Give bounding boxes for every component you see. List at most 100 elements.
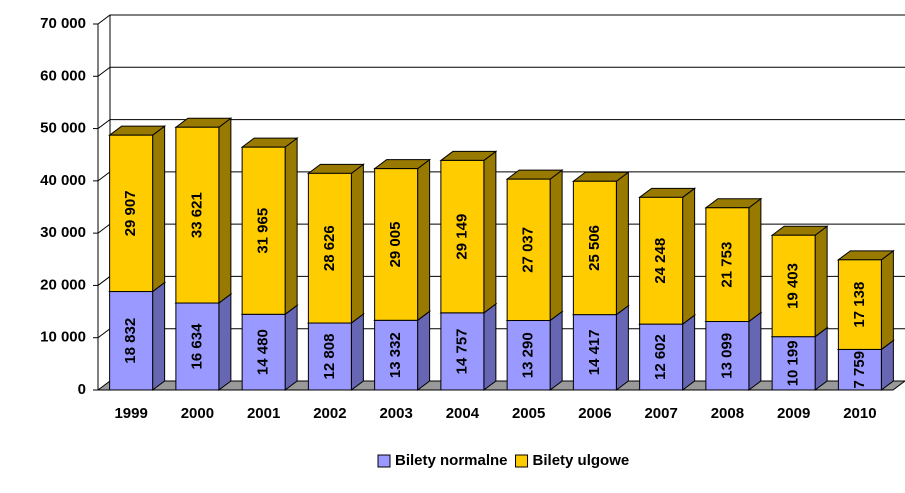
bar-side bbox=[615, 171, 629, 316]
bar-side bbox=[814, 326, 828, 391]
y-tick-label: 0 bbox=[78, 381, 86, 398]
x-tick-label: 2009 bbox=[777, 405, 810, 422]
value-label: 25 506 bbox=[586, 225, 603, 271]
legend-label: Bilety ulgowe bbox=[533, 452, 630, 469]
value-label: 7 759 bbox=[851, 351, 868, 389]
bar-side bbox=[880, 249, 894, 351]
bar-side bbox=[748, 197, 762, 323]
bar bbox=[771, 336, 816, 391]
y-tick-label: 10 000 bbox=[40, 329, 86, 346]
y-tick-label: 30 000 bbox=[40, 224, 86, 241]
bar-side bbox=[549, 310, 563, 391]
value-label: 10 199 bbox=[785, 340, 802, 386]
bar-side bbox=[615, 304, 629, 391]
value-label: 27 037 bbox=[520, 227, 537, 273]
value-label: 21 753 bbox=[718, 242, 735, 288]
y-tick-label: 50 000 bbox=[40, 120, 86, 137]
legend: Bilety normalne Bilety ulgowe bbox=[377, 452, 630, 469]
grid-line bbox=[97, 14, 905, 25]
value-label: 29 907 bbox=[122, 190, 139, 236]
bar bbox=[374, 168, 419, 321]
x-tick-label: 2003 bbox=[379, 405, 412, 422]
y-tick-label: 60 000 bbox=[40, 67, 86, 84]
x-tick-label: 2006 bbox=[578, 405, 611, 422]
bar-side bbox=[417, 310, 431, 391]
bar bbox=[506, 320, 551, 391]
x-tick-label: 2007 bbox=[644, 405, 677, 422]
bar-side bbox=[483, 302, 497, 391]
bar-side bbox=[350, 163, 364, 325]
bar bbox=[241, 146, 286, 315]
bar bbox=[506, 178, 551, 322]
bar-side bbox=[218, 117, 232, 305]
value-label: 13 290 bbox=[520, 332, 537, 378]
grid-line bbox=[97, 66, 905, 77]
bar-side bbox=[748, 311, 762, 391]
x-tick-label: 2000 bbox=[181, 405, 214, 422]
bar bbox=[837, 348, 882, 391]
bar bbox=[639, 323, 684, 391]
bar-side bbox=[682, 187, 696, 326]
x-tick-label: 1999 bbox=[114, 405, 147, 422]
value-label: 24 248 bbox=[652, 238, 669, 284]
bar-side bbox=[218, 293, 232, 391]
y-tick-label: 40 000 bbox=[40, 172, 86, 189]
value-label: 12 808 bbox=[321, 334, 338, 380]
bar bbox=[374, 319, 419, 391]
value-label: 33 621 bbox=[188, 192, 205, 238]
value-label: 31 965 bbox=[255, 208, 272, 254]
bar bbox=[705, 207, 750, 323]
bar-side bbox=[483, 150, 497, 314]
bar bbox=[639, 196, 684, 325]
value-label: 14 417 bbox=[586, 329, 603, 375]
bar-side bbox=[417, 158, 431, 322]
value-label: 14 480 bbox=[255, 329, 272, 375]
value-label: 29 005 bbox=[387, 222, 404, 268]
bar bbox=[307, 322, 352, 391]
value-label: 28 626 bbox=[321, 225, 338, 271]
bar bbox=[705, 321, 750, 391]
value-label: 29 149 bbox=[453, 214, 470, 260]
bar-side bbox=[152, 281, 166, 391]
value-label: 14 757 bbox=[453, 328, 470, 374]
x-tick-label: 2001 bbox=[247, 405, 280, 422]
grid-line bbox=[97, 119, 905, 129]
x-tick-label: 2010 bbox=[843, 405, 876, 422]
legend-swatch bbox=[515, 454, 529, 468]
value-label: 13 332 bbox=[387, 332, 404, 378]
value-label: 12 602 bbox=[652, 334, 669, 380]
x-tick-label: 2002 bbox=[313, 405, 346, 422]
bar-side bbox=[682, 314, 696, 391]
value-label: 19 403 bbox=[785, 263, 802, 309]
bar bbox=[771, 234, 816, 338]
bar bbox=[109, 134, 154, 293]
value-label: 13 099 bbox=[718, 333, 735, 379]
value-label: 17 138 bbox=[851, 282, 868, 328]
bar bbox=[241, 313, 286, 391]
bar bbox=[572, 314, 617, 391]
bar bbox=[109, 291, 154, 391]
bar bbox=[175, 126, 220, 304]
bar bbox=[307, 172, 352, 324]
bar-side bbox=[549, 169, 563, 322]
bar-side bbox=[152, 125, 166, 293]
value-label: 18 832 bbox=[122, 318, 139, 364]
bar-side bbox=[284, 137, 298, 316]
bar-side bbox=[284, 304, 298, 391]
bar bbox=[572, 180, 617, 316]
bar-side bbox=[350, 313, 364, 391]
x-tick-label: 2005 bbox=[512, 405, 545, 422]
y-tick-label: 70 000 bbox=[40, 15, 86, 32]
x-tick-label: 2008 bbox=[711, 405, 744, 422]
floor bbox=[96, 380, 905, 391]
legend-label: Bilety normalne bbox=[395, 452, 508, 469]
bar-side bbox=[814, 225, 828, 338]
legend-swatch bbox=[377, 454, 391, 468]
value-label: 16 634 bbox=[188, 323, 205, 370]
y-tick-label: 20 000 bbox=[40, 276, 86, 293]
bar bbox=[837, 259, 882, 350]
x-tick-label: 2004 bbox=[446, 405, 480, 422]
bar bbox=[440, 159, 485, 314]
bar bbox=[440, 312, 485, 391]
